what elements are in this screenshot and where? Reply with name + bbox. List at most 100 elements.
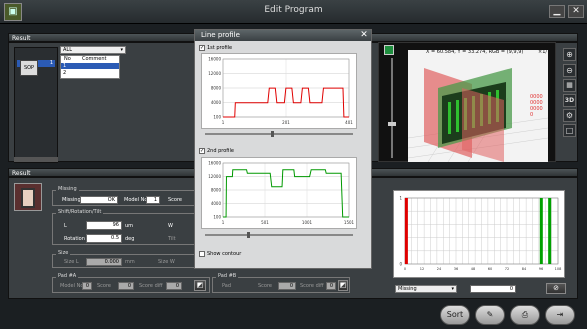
x-tick-label: 12 bbox=[420, 267, 424, 271]
histogram-value-field[interactable]: 0 bbox=[470, 285, 516, 293]
second-profile-slider-thumb[interactable] bbox=[247, 232, 250, 238]
table-row[interactable]: 1 bbox=[61, 63, 119, 69]
chevron-down-icon: ▾ bbox=[451, 286, 454, 292]
l-label: L bbox=[64, 223, 67, 229]
strip-scrollbar[interactable] bbox=[14, 157, 58, 162]
reset-icon[interactable]: ⊘ bbox=[546, 283, 566, 294]
pad-a-score-label: Score bbox=[97, 283, 112, 289]
close-window-icon[interactable]: ✕ bbox=[568, 5, 584, 18]
size-l-unit: mm bbox=[125, 259, 135, 265]
histogram-select-value: Missing bbox=[398, 286, 417, 292]
print-icon: ⎙ bbox=[521, 310, 529, 319]
histogram-bar bbox=[404, 198, 408, 264]
y-tick-label: 1 bbox=[399, 196, 402, 201]
overlay-values: 0000 0000 0000 0 bbox=[530, 94, 543, 118]
zoom-slider-thumb[interactable] bbox=[388, 122, 396, 126]
y-tick-label: 0 bbox=[399, 262, 402, 267]
print-button[interactable]: ⎙ bbox=[510, 305, 540, 325]
size-group-label: Size bbox=[56, 250, 71, 256]
pad-a-model-value: 0 bbox=[82, 282, 92, 290]
frame-icon[interactable]: □ bbox=[563, 124, 576, 137]
x-tick-label: 108 bbox=[555, 267, 562, 271]
coordinate-readout: X = 60.584, Y = 33.274, RGB = (9,9,9) bbox=[426, 49, 524, 55]
overlay-value: 0000 bbox=[530, 100, 543, 106]
pad-a-edit-icon[interactable]: ◩ bbox=[194, 280, 206, 291]
first-profile-slider-thumb[interactable] bbox=[271, 131, 274, 137]
dialog-title: Line profile bbox=[195, 30, 371, 41]
y-tick-label: 12000 bbox=[208, 71, 221, 76]
second-profile-label: 2nd profile bbox=[207, 148, 234, 154]
close-icon[interactable]: ✕ bbox=[360, 30, 368, 40]
filter-select-value: ALL bbox=[63, 47, 72, 53]
x-tick-label: 1501 bbox=[344, 220, 355, 225]
size-w-label: Size W bbox=[158, 259, 175, 265]
app-logo-icon[interactable]: ▣ bbox=[4, 3, 22, 21]
y-tick-label: 16000 bbox=[208, 161, 221, 166]
rotation-unit: deg bbox=[125, 236, 135, 242]
zoom-slider-track[interactable] bbox=[391, 58, 393, 158]
settings-gear-icon[interactable]: ⚙ bbox=[563, 109, 576, 122]
x-tick-label: 201 bbox=[282, 120, 290, 125]
overlay-value: 0000 bbox=[530, 106, 543, 112]
y-tick-label: 16000 bbox=[208, 57, 221, 62]
color-map-icon[interactable]: ▦ bbox=[563, 79, 576, 92]
w-label: W bbox=[168, 223, 173, 229]
sort-button[interactable]: Sort bbox=[440, 305, 470, 325]
y-tick-label: 8000 bbox=[211, 86, 222, 91]
pad-a-label: Pad #A bbox=[56, 273, 79, 279]
component-thumbnail[interactable]: SOP bbox=[20, 60, 38, 76]
missing-value: OK bbox=[80, 196, 118, 204]
selected-row-index: 1 bbox=[49, 60, 53, 66]
y-tick-label: 4000 bbox=[211, 201, 222, 206]
first-profile-slider[interactable] bbox=[205, 133, 353, 135]
first-profile-checkbox[interactable]: ✓ bbox=[199, 45, 205, 51]
x-tick-label: 1001 bbox=[302, 220, 313, 225]
x-tick-label: 72 bbox=[505, 267, 509, 271]
first-profile-label: 1st profile bbox=[207, 45, 233, 51]
x-tick-label: 501 bbox=[261, 220, 269, 225]
size-l-value: 0.000 bbox=[86, 258, 122, 266]
exit-button[interactable]: ⇥ bbox=[545, 305, 575, 325]
3d-view-icon[interactable]: 3D bbox=[563, 94, 576, 107]
pad-a-score-value: 0 bbox=[118, 282, 134, 290]
component-preview bbox=[14, 183, 42, 211]
pad-a-score-diff-label: Score diff bbox=[139, 283, 163, 289]
pad-b-pad-label: Pad bbox=[222, 283, 232, 289]
zoom-out-icon[interactable]: ⊖ bbox=[563, 64, 576, 77]
3d-board-render bbox=[408, 68, 548, 162]
y-tick-label: 100 bbox=[213, 115, 221, 120]
x-tick-label: 36 bbox=[454, 267, 458, 271]
model-no-value: 1 bbox=[146, 196, 160, 204]
pad-a-score-diff-value: 0 bbox=[166, 282, 182, 290]
size-l-label: Size L bbox=[64, 259, 79, 265]
model-no-label: Model No bbox=[124, 197, 148, 203]
histogram-select[interactable]: Missing ▾ bbox=[395, 285, 457, 293]
tilt-label: Tilt bbox=[168, 236, 176, 242]
y-tick-label: 100 bbox=[213, 215, 221, 220]
pad-b-edit-icon[interactable]: ◩ bbox=[338, 280, 348, 291]
minimize-icon[interactable]: ▁ bbox=[549, 5, 565, 18]
filter-select[interactable]: ALL ▾ bbox=[60, 46, 126, 54]
exit-icon: ⇥ bbox=[556, 310, 564, 319]
l-unit: um bbox=[125, 223, 134, 229]
missing-group-label: Missing bbox=[56, 186, 79, 192]
x-tick-label: 1 bbox=[222, 120, 225, 125]
rotation-label: Rotation bbox=[64, 236, 85, 242]
l-value: 96 bbox=[86, 221, 122, 230]
pad-b-label: Pad #B bbox=[216, 273, 239, 279]
show-contour-checkbox[interactable] bbox=[199, 251, 205, 257]
color-swatch[interactable] bbox=[384, 45, 394, 55]
x-tick-label: 48 bbox=[471, 267, 475, 271]
histogram-bar bbox=[548, 198, 552, 264]
show-contour-label: Show contour bbox=[207, 251, 242, 257]
table-row[interactable]: 2 bbox=[61, 70, 119, 76]
chevron-down-icon: ▾ bbox=[120, 47, 123, 53]
edit-button[interactable]: ✎ bbox=[475, 305, 505, 325]
zoom-in-icon[interactable]: ⊕ bbox=[563, 48, 576, 61]
plot-frame bbox=[222, 162, 350, 218]
edit-icon: ✎ bbox=[486, 310, 494, 319]
y-tick-label: 8000 bbox=[211, 188, 222, 193]
second-profile-checkbox[interactable]: ✓ bbox=[199, 148, 205, 154]
second-profile-slider[interactable] bbox=[205, 234, 353, 236]
